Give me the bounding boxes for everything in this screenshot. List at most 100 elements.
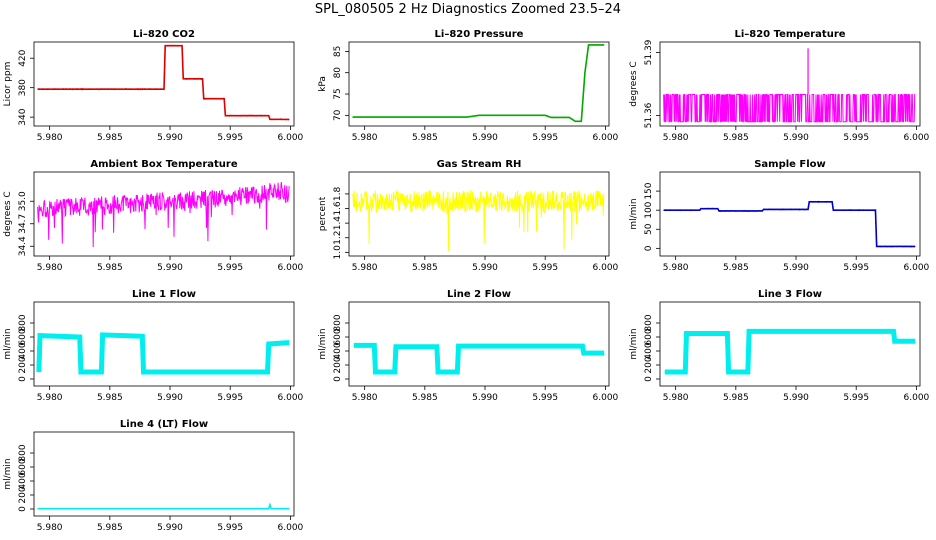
- x-tick-label: 5.990: [783, 263, 809, 273]
- x-tick-label: 5.980: [352, 393, 378, 403]
- series-noise: [663, 200, 916, 248]
- y-tick-label: 600: [18, 328, 28, 345]
- series-group: [352, 44, 605, 123]
- x-tick-label: 5.995: [843, 133, 869, 143]
- y-axis-label: Licor ppm: [3, 62, 13, 107]
- y-tick-label: 51.36: [644, 102, 654, 128]
- x-tick-label: 5.990: [157, 393, 183, 403]
- series-line: [352, 44, 605, 123]
- y-tick-label: 1.0: [333, 245, 343, 260]
- y-tick-label: 150: [644, 182, 654, 199]
- series-line: [353, 342, 605, 375]
- x-tick-label: 5.985: [723, 133, 749, 143]
- x-tick-label: 5.980: [37, 263, 63, 273]
- series-group: [37, 182, 290, 248]
- plot-frame: [33, 41, 295, 127]
- panel-5: Gas Stream RH percent 1.01.21.41.61.8 5.980…: [318, 159, 619, 273]
- y-axis-label: ml/min: [318, 328, 328, 359]
- plot-frame: [348, 171, 610, 257]
- series-noise: [664, 328, 916, 375]
- y-tick-label: 600: [333, 328, 343, 345]
- y-tick-label: 800: [18, 444, 28, 461]
- x-tick-label: 5.980: [352, 133, 378, 143]
- x-tick-label: 5.985: [97, 133, 123, 143]
- series-noise: [353, 344, 605, 374]
- x-tick-label: 5.980: [37, 523, 63, 533]
- y-tick-label: 200: [644, 356, 654, 373]
- y-tick-label: 50: [644, 223, 654, 235]
- series-line: [37, 502, 290, 510]
- series-group: [353, 342, 605, 375]
- x-tick-label: 6.000: [593, 393, 619, 403]
- y-tick-label: 1.4: [333, 216, 343, 231]
- x-tick-label: 5.985: [412, 263, 438, 273]
- y-tick-label: 34.7: [18, 214, 28, 234]
- x-tick-label: 5.995: [843, 393, 869, 403]
- x-tick-label: 5.995: [532, 263, 558, 273]
- plot-frame: [33, 301, 295, 387]
- y-tick-label: 1.6: [333, 201, 343, 216]
- y-tick-label: 35.0: [18, 191, 28, 211]
- x-tick-label: 5.985: [97, 263, 123, 273]
- y-tick-label: 400: [644, 342, 654, 359]
- y-axis-label: percent: [318, 196, 328, 231]
- plot-frame: [33, 171, 295, 257]
- x-tick-label: 6.000: [904, 263, 930, 273]
- x-tick-label: 6.000: [278, 523, 304, 533]
- y-axis-label: ml/min: [3, 328, 13, 359]
- x-tick-label: 5.995: [217, 263, 243, 273]
- series-noise: [37, 182, 290, 248]
- series-group: [663, 200, 916, 248]
- y-tick-label: 75: [333, 88, 343, 99]
- series-line: [37, 44, 290, 121]
- y-tick-label: 0: [333, 376, 343, 382]
- x-tick-label: 6.000: [904, 393, 930, 403]
- y-tick-label: 400: [18, 472, 28, 489]
- x-tick-label: 5.995: [532, 133, 558, 143]
- series-group: [36, 332, 290, 375]
- x-tick-label: 5.980: [352, 263, 378, 273]
- plot-frame: [659, 41, 921, 127]
- panel-4: Ambient Box Temperature degrees C 34.4 34.7…: [3, 159, 304, 273]
- x-tick-label: 6.000: [278, 263, 304, 273]
- y-tick-label: 80: [333, 67, 343, 79]
- x-tick-label: 5.985: [412, 133, 438, 143]
- x-tick-label: 5.995: [217, 523, 243, 533]
- y-tick-label: 340: [18, 108, 28, 125]
- y-axis-label: ml/min: [3, 458, 13, 489]
- panel-title: Line 4 (LT) Flow: [120, 419, 208, 430]
- y-tick-label: 800: [644, 314, 654, 331]
- y-tick-label: 420: [18, 49, 28, 66]
- series-group: [664, 328, 916, 375]
- x-tick-label: 6.000: [904, 133, 930, 143]
- x-tick-label: 5.980: [37, 133, 63, 143]
- x-tick-label: 6.000: [278, 133, 304, 143]
- x-tick-label: 5.980: [663, 263, 689, 273]
- x-tick-label: 5.990: [472, 133, 498, 143]
- plot-frame: [659, 171, 921, 257]
- y-tick-label: 600: [18, 458, 28, 475]
- series-line: [664, 328, 916, 375]
- y-tick-label: 600: [644, 328, 654, 345]
- y-tick-label: 800: [333, 314, 343, 331]
- panel-6: Sample Flow ml/min 0 50 100 150 5.980 5.985 5.99…: [629, 159, 930, 273]
- y-tick-label: 0: [18, 376, 28, 382]
- y-tick-label: 1.8: [333, 186, 343, 201]
- series-noise: [37, 44, 290, 121]
- y-tick-label: 70: [333, 109, 343, 121]
- y-tick-label: 380: [18, 79, 28, 96]
- panel-title: Li–820 CO2: [133, 29, 195, 40]
- x-tick-label: 5.990: [472, 393, 498, 403]
- x-tick-label: 5.980: [37, 393, 63, 403]
- x-tick-label: 6.000: [593, 263, 619, 273]
- y-tick-label: 1.2: [333, 231, 343, 245]
- x-tick-label: 5.990: [783, 133, 809, 143]
- series-group: [37, 44, 290, 121]
- series-group: [37, 502, 290, 510]
- panel-title: Line 1 Flow: [132, 289, 196, 300]
- x-tick-label: 5.995: [217, 133, 243, 143]
- y-tick-label: 200: [333, 356, 343, 373]
- y-axis-label: kPa: [318, 76, 328, 92]
- y-tick-label: 800: [18, 314, 28, 331]
- x-tick-label: 5.985: [723, 263, 749, 273]
